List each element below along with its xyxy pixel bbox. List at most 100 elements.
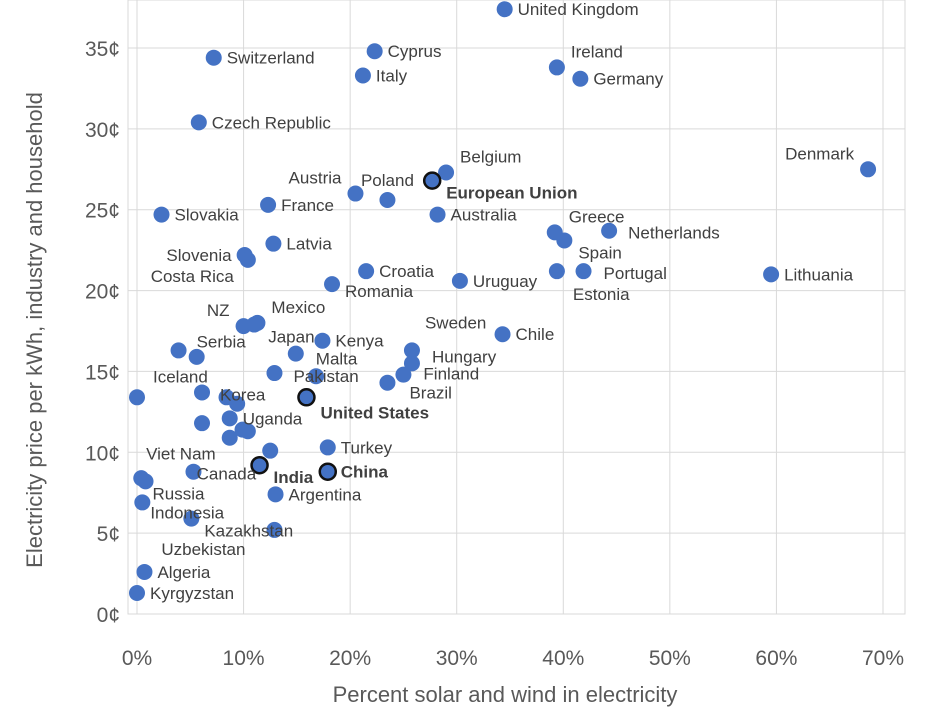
data-point-uzbekistan <box>266 521 283 538</box>
point-labels: United Kingdom Switzerland Cyprus Italy Irel… <box>146 0 854 603</box>
data-point-slovakia <box>153 206 170 223</box>
data-point-switzerland <box>205 49 222 66</box>
data-point-ireland <box>548 59 565 76</box>
point-label: Portugal <box>604 264 667 283</box>
data-point-india <box>250 455 269 475</box>
point-label: Australia <box>451 206 518 225</box>
x-axis-title: Percent solar and wind in electricity <box>333 682 678 707</box>
gridlines <box>127 0 906 615</box>
point-label: NZ <box>207 301 230 320</box>
data-point-japan <box>246 316 263 333</box>
point-label: European Union <box>446 184 577 203</box>
point-label: Austria <box>289 169 342 188</box>
y-tick-label: 25¢ <box>85 200 120 223</box>
x-tick-label: 70% <box>862 647 904 670</box>
point-label: Pakistan <box>293 367 358 386</box>
data-points <box>129 1 877 601</box>
data-point <box>229 395 246 412</box>
point-label: Kazakhstan <box>204 522 293 541</box>
data-point-portugal <box>575 263 592 280</box>
data-point-italy <box>354 67 371 84</box>
point-label: Indonesia <box>150 503 224 522</box>
point-label: Algeria <box>157 563 210 582</box>
data-point-chile <box>494 326 511 343</box>
point-label: Italy <box>376 66 408 85</box>
point-label: Kenya <box>335 332 384 351</box>
data-point <box>308 368 325 385</box>
data-point <box>188 348 205 365</box>
point-label: Uruguay <box>473 272 538 291</box>
data-point-viet-nam <box>221 429 238 446</box>
data-point-argentina <box>267 486 284 503</box>
point-label: Japan <box>268 328 314 347</box>
data-point-russia <box>137 473 154 490</box>
point-label: Latvia <box>286 235 332 254</box>
y-tick-label: 20¢ <box>85 281 120 304</box>
data-point-costa-rica <box>239 251 256 268</box>
data-point-spain <box>556 232 573 249</box>
point-label: Slovenia <box>166 246 232 265</box>
point-label: Canada <box>197 465 257 484</box>
data-point-denmark <box>860 161 877 178</box>
point-label: Cyprus <box>388 42 442 61</box>
point-label: Spain <box>578 243 621 262</box>
data-point-uruguay <box>451 272 468 289</box>
point-label: Turkey <box>341 438 393 457</box>
data-point-kenya <box>314 332 331 349</box>
point-label: Iceland <box>153 367 208 386</box>
y-axis-title: Electricity price per kWh, industry and … <box>22 92 47 568</box>
data-point-uganda <box>221 410 238 427</box>
data-point-canada <box>262 442 279 459</box>
data-point-belgium <box>438 164 455 181</box>
data-point-malta <box>287 345 304 362</box>
y-tick-label: 30¢ <box>85 119 120 142</box>
x-tick-label: 10% <box>223 647 265 670</box>
point-label: France <box>281 196 334 215</box>
point-label: Viet Nam <box>146 445 216 464</box>
data-point-germany <box>572 70 589 87</box>
data-point <box>194 415 211 432</box>
point-label: Uzbekistan <box>161 540 245 559</box>
point-label: United States <box>320 403 429 422</box>
data-point-brazil <box>379 374 396 391</box>
y-tick-label: 10¢ <box>85 442 120 465</box>
data-point-france <box>260 196 277 213</box>
data-point-china <box>318 462 338 481</box>
y-tick-label: 15¢ <box>85 361 120 384</box>
point-label: Brazil <box>409 384 452 403</box>
point-label: Mexico <box>271 298 325 317</box>
point-label: Czech Republic <box>212 113 332 132</box>
data-point-latvia <box>265 235 282 252</box>
point-label: Sweden <box>425 313 486 332</box>
point-label: Switzerland <box>227 49 315 68</box>
x-tick-label: 20% <box>329 647 371 670</box>
point-label: Poland <box>361 171 414 190</box>
y-tick-label: 5¢ <box>97 523 120 546</box>
data-point-cyprus <box>366 43 383 60</box>
point-label: Romania <box>345 282 414 301</box>
x-tick-label: 30% <box>436 647 478 670</box>
point-label: Netherlands <box>628 224 720 243</box>
data-point-hungary <box>403 355 420 372</box>
data-point-united-kingdom <box>496 1 513 18</box>
point-label: Kyrgyzstan <box>150 584 234 603</box>
point-label: Finland <box>423 365 479 384</box>
point-label: Serbia <box>197 332 247 351</box>
point-label: Korea <box>220 385 266 404</box>
data-point-european-union <box>422 171 442 190</box>
point-label: Russia <box>153 484 206 503</box>
data-point-serbia <box>170 342 187 359</box>
x-tick-label: 0% <box>122 647 152 670</box>
data-point-turkey <box>319 439 336 456</box>
point-label: Lithuania <box>784 265 854 284</box>
data-point-romania <box>324 276 341 293</box>
data-point-austria <box>347 185 364 202</box>
x-tick-label: 60% <box>755 647 797 670</box>
point-label: Denmark <box>785 144 854 163</box>
point-label: Germany <box>593 70 663 89</box>
data-point-finland <box>395 366 412 383</box>
data-point-kazakhstan <box>183 510 200 527</box>
data-point-iceland <box>129 389 145 406</box>
data-point-estonia <box>548 263 565 280</box>
